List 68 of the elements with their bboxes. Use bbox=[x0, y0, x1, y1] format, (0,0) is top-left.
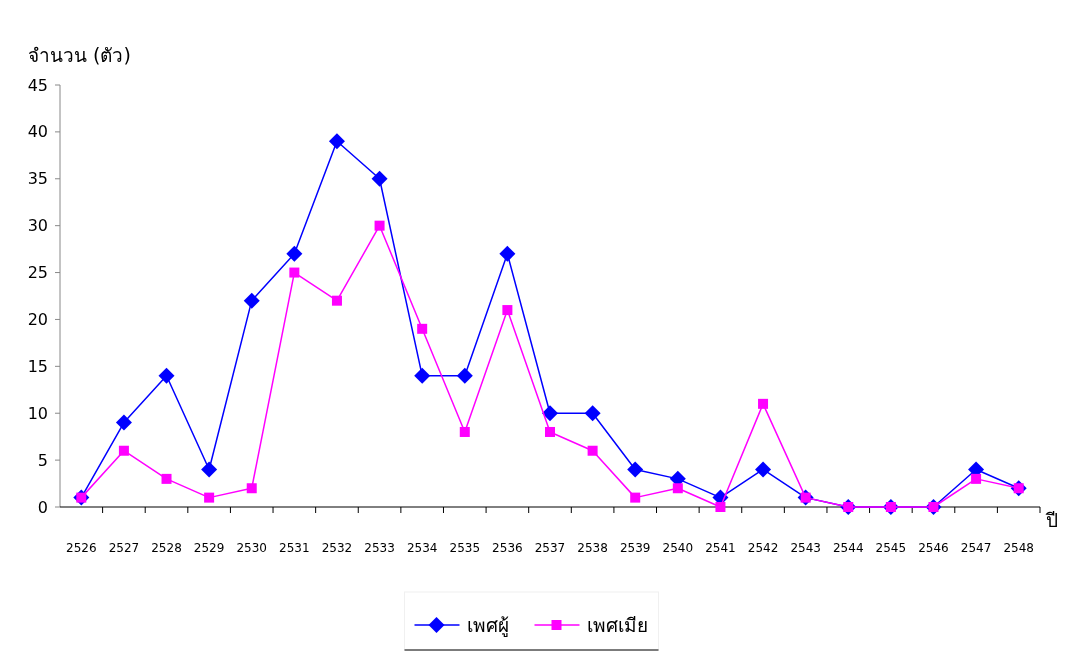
y-tick-label: 30 bbox=[27, 216, 48, 236]
y-tick-label: 10 bbox=[27, 403, 48, 423]
x-tick-label: 2544 bbox=[832, 541, 864, 555]
y-tick-label: 0 bbox=[37, 497, 48, 517]
y-tick-label: 20 bbox=[27, 310, 48, 330]
legend-label: เพศเมีย bbox=[586, 613, 648, 636]
point bbox=[971, 473, 982, 484]
x-tick-label: 2545 bbox=[875, 541, 907, 555]
x-tick-label: 2543 bbox=[790, 541, 821, 555]
point bbox=[459, 426, 470, 437]
x-tick-label: 2536 bbox=[492, 541, 523, 555]
x-tick-label: 2542 bbox=[747, 541, 779, 555]
point bbox=[499, 245, 516, 262]
point bbox=[417, 323, 428, 334]
point bbox=[584, 405, 601, 422]
point bbox=[755, 461, 772, 478]
point bbox=[115, 414, 132, 431]
x-tick-label: 2548 bbox=[1003, 541, 1034, 555]
point bbox=[201, 461, 218, 478]
y-tick-label: 40 bbox=[27, 122, 48, 142]
x-tick-label: 2533 bbox=[364, 541, 395, 555]
point bbox=[672, 483, 683, 494]
point bbox=[414, 367, 431, 384]
x-tick-label: 2547 bbox=[960, 541, 992, 555]
y-tick-label: 45 bbox=[27, 75, 48, 95]
x-tick-label: 2526 bbox=[66, 541, 97, 555]
point bbox=[161, 473, 172, 484]
x-tick-label: 2535 bbox=[449, 541, 481, 555]
point bbox=[630, 492, 641, 503]
x-tick-label: 2538 bbox=[577, 541, 608, 555]
x-tick-label: 2531 bbox=[279, 541, 310, 555]
x-tick-label: 2529 bbox=[193, 541, 225, 555]
x-tick-label: 2541 bbox=[705, 541, 736, 555]
point bbox=[158, 367, 175, 384]
y-axis-title: จำนวน (ตัว) bbox=[28, 44, 131, 66]
point bbox=[246, 483, 257, 494]
point bbox=[118, 445, 129, 456]
point bbox=[243, 292, 260, 309]
point bbox=[289, 267, 300, 278]
x-tick-label: 2540 bbox=[662, 541, 694, 555]
point bbox=[758, 398, 769, 409]
point bbox=[502, 305, 513, 316]
point bbox=[374, 220, 385, 231]
point bbox=[545, 426, 555, 437]
x-axis-title: ปี bbox=[1045, 509, 1058, 531]
point bbox=[542, 405, 558, 422]
y-tick-label: 15 bbox=[27, 356, 48, 376]
point bbox=[204, 492, 215, 503]
point bbox=[286, 245, 303, 262]
x-tick-label: 2528 bbox=[151, 541, 182, 555]
point bbox=[456, 367, 473, 384]
y-tick-label: 5 bbox=[37, 450, 48, 470]
point bbox=[331, 295, 342, 306]
point bbox=[371, 170, 388, 187]
x-tick-label: 2539 bbox=[619, 541, 651, 555]
x-tick-label: 2532 bbox=[321, 541, 353, 555]
x-tick-label: 2546 bbox=[918, 541, 949, 555]
x-tick-label: 2527 bbox=[108, 541, 140, 555]
point bbox=[328, 133, 345, 150]
y-tick-label: 35 bbox=[27, 169, 48, 189]
x-tick-label: 2534 bbox=[406, 541, 438, 555]
legend-label: เพศผู้ bbox=[466, 613, 509, 637]
y-tick-label: 25 bbox=[27, 263, 48, 283]
point bbox=[715, 502, 726, 512]
point bbox=[587, 445, 598, 456]
x-tick-label: 2537 bbox=[534, 541, 566, 555]
x-tick-label: 2530 bbox=[236, 541, 268, 555]
point bbox=[627, 461, 644, 478]
